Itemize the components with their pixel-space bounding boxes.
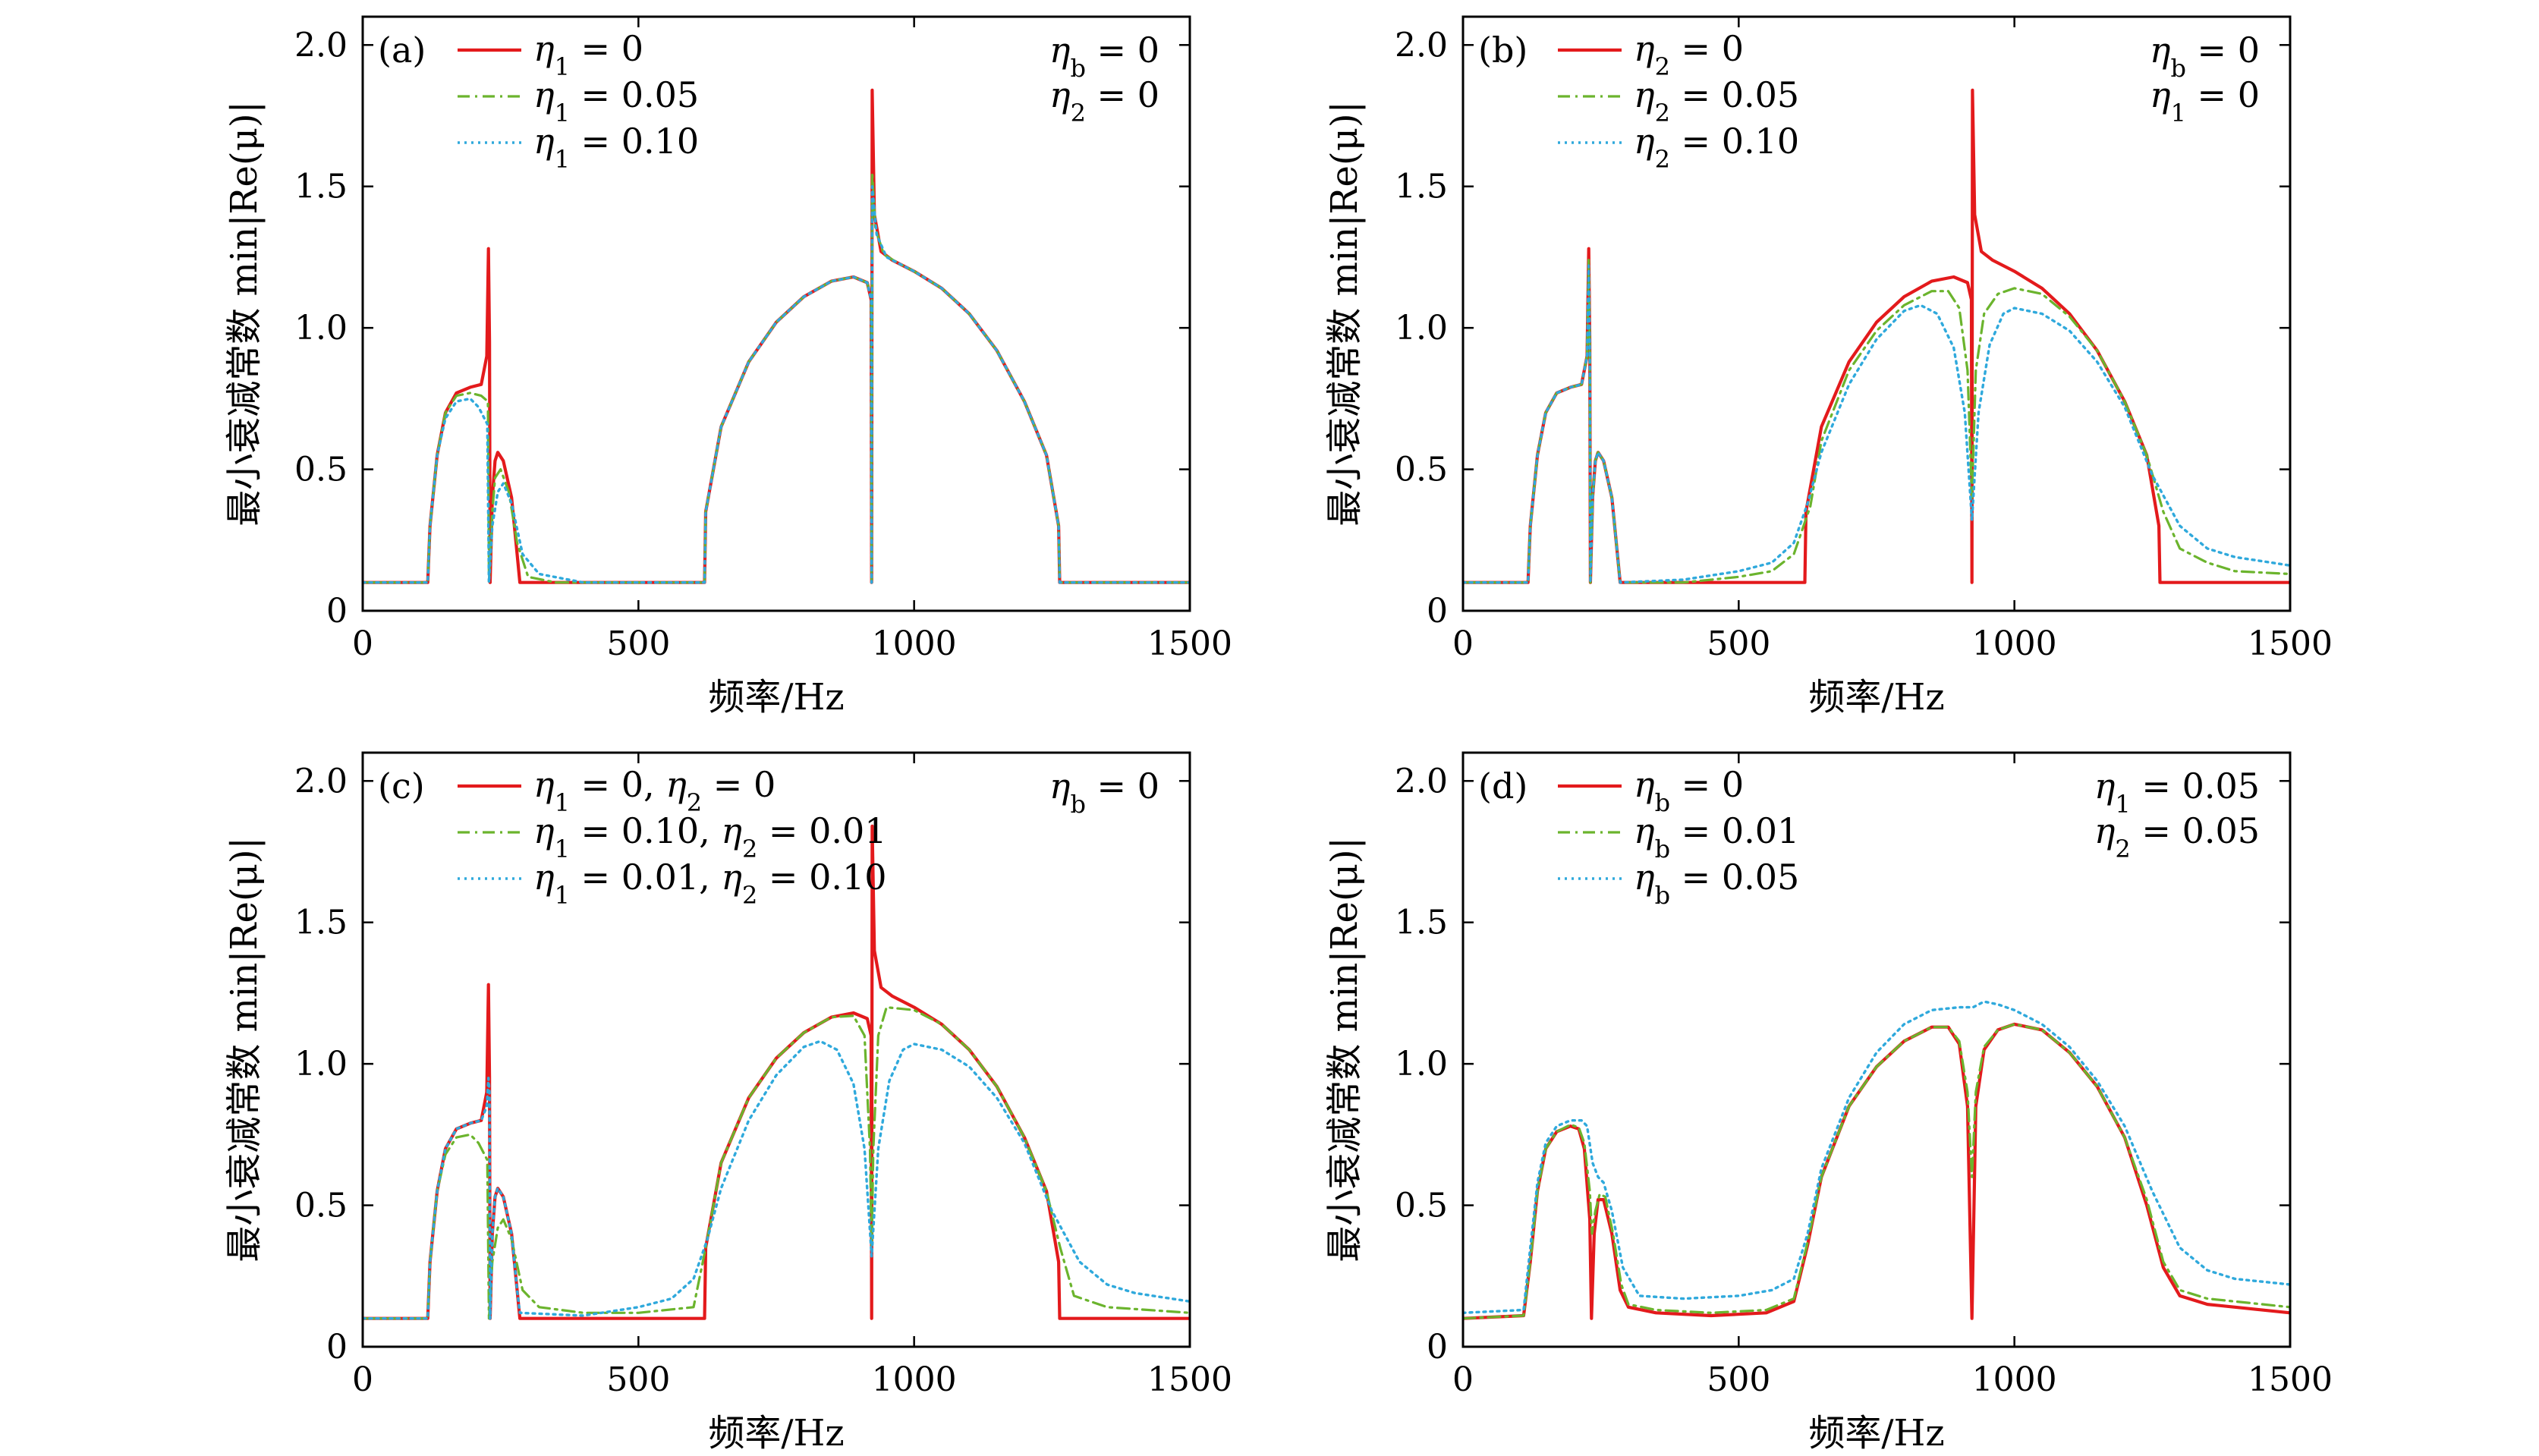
panel-c: 0 500 1000 1500 0 0.5 1.0 1.5 2.0 频率/Hz 最小衰减常数 min… (223, 751, 1232, 1454)
y-tick-label: 0 (326, 1328, 348, 1366)
legend-label-2: η1 = 0.05 (533, 74, 699, 127)
y-tick-label: 1.5 (1395, 904, 1448, 942)
x-tick-label: 500 (606, 624, 670, 663)
x-tick-label: 500 (1707, 624, 1770, 663)
x-tick-label: 500 (606, 1360, 670, 1399)
series-line-1 (363, 824, 1190, 1320)
x-axis-label: 频率/Hz (1808, 1412, 1944, 1454)
legend-label-3: η1 = 0.10 (533, 121, 699, 174)
panel-a: 0 500 1000 1500 0 0.5 1.0 1.5 2.0 频率/Hz 最小衰减常数 min… (223, 15, 1232, 719)
x-tick-label: 500 (1707, 1360, 1770, 1399)
y-tick-label: 2.0 (294, 26, 348, 64)
legend-label-1: η1 = 0 (533, 28, 643, 81)
y-tick-label: 0 (1427, 592, 1448, 631)
x-axis-label: 频率/Hz (708, 1412, 844, 1454)
axes-frame (1461, 15, 2292, 612)
panel-annotation-2: η2 = 0 (1049, 74, 1159, 127)
y-tick-label: 0 (1427, 1328, 1448, 1366)
x-tick-label: 0 (352, 624, 373, 663)
y-tick-label: 1.5 (294, 904, 348, 942)
x-tick-label: 1500 (2248, 624, 2333, 663)
y-tick-label: 0.5 (1395, 451, 1448, 489)
y-tick-label: 0.5 (294, 1187, 348, 1225)
y-tick-label: 0 (326, 592, 348, 631)
axes-frame (361, 15, 1191, 612)
x-tick-label: 1500 (1147, 1360, 1232, 1399)
legend-label-2: η1 = 0.10, η2 = 0.01 (533, 810, 887, 863)
y-tick-label: 1.0 (294, 309, 348, 347)
legend-label-2: η2 = 0.05 (1634, 74, 1799, 127)
panel-annotation-1: ηb = 0 (1049, 766, 1159, 819)
legend-label-3: η2 = 0.10 (1634, 121, 1799, 174)
y-tick-label: 1.0 (1395, 1045, 1448, 1083)
series-line-2 (1463, 259, 2290, 584)
y-tick-label: 0.5 (1395, 1187, 1448, 1225)
series-line-3 (1463, 264, 2290, 584)
series-line-3 (363, 185, 1190, 584)
x-tick-label: 0 (1452, 624, 1474, 663)
panel-tag: (b) (1478, 30, 1527, 71)
legend-label-3: ηb = 0.05 (1634, 857, 1799, 910)
legend-label-3: η1 = 0.01, η2 = 0.10 (533, 857, 887, 910)
panel-tag: (a) (378, 30, 426, 71)
y-tick-label: 2.0 (294, 762, 348, 800)
legend-label-1: ηb = 0 (1634, 764, 1744, 817)
y-axis-label: 最小衰减常数 min|Re(μ)| (1323, 101, 1366, 527)
series-line-1 (363, 88, 1190, 584)
x-axis-label: 频率/Hz (1808, 676, 1944, 719)
series-line-2 (1463, 1023, 2290, 1320)
legend-label-1: η2 = 0 (1634, 28, 1744, 81)
x-tick-label: 1000 (872, 624, 957, 663)
y-tick-label: 1.0 (294, 1045, 348, 1083)
legend-label-2: ηb = 0.01 (1634, 810, 1799, 863)
y-tick-label: 1.5 (294, 168, 348, 206)
y-tick-label: 0.5 (294, 451, 348, 489)
axes-frame (1461, 751, 2292, 1348)
x-tick-label: 1500 (2248, 1360, 2333, 1399)
panel-annotation-2: η1 = 0 (2150, 74, 2260, 127)
x-tick-label: 0 (352, 1360, 373, 1399)
y-tick-label: 2.0 (1395, 762, 1448, 800)
panel-annotation-1: ηb = 0 (2150, 30, 2260, 83)
y-tick-label: 1.5 (1395, 168, 1448, 206)
series-line-2 (363, 171, 1190, 584)
panel-annotation-2: η2 = 0.05 (2094, 810, 2260, 863)
y-axis-label: 最小衰减常数 min|Re(μ)| (223, 837, 266, 1263)
series-line-2 (363, 1006, 1190, 1320)
x-tick-label: 1500 (1147, 624, 1232, 663)
panel-b: 0 500 1000 1500 0 0.5 1.0 1.5 2.0 频率/Hz 最小衰减常数 min… (1323, 15, 2333, 719)
y-tick-label: 2.0 (1395, 26, 1448, 64)
series-line-3 (1463, 1000, 2290, 1314)
x-tick-label: 1000 (1972, 624, 2057, 663)
panel-tag: (c) (378, 766, 425, 807)
x-axis-label: 频率/Hz (708, 676, 844, 719)
panel-annotation-1: ηb = 0 (1049, 30, 1159, 83)
axes-frame (361, 751, 1191, 1348)
legend-label-1: η1 = 0, η2 = 0 (533, 764, 776, 817)
panel-annotation-1: η1 = 0.05 (2094, 766, 2260, 819)
y-axis-label: 最小衰减常数 min|Re(μ)| (223, 101, 266, 527)
series-line-3 (363, 1039, 1190, 1320)
x-tick-label: 0 (1452, 1360, 1474, 1399)
y-axis-label: 最小衰减常数 min|Re(μ)| (1323, 837, 1366, 1263)
x-tick-label: 1000 (1972, 1360, 2057, 1399)
panel-tag: (d) (1478, 766, 1527, 807)
y-tick-label: 1.0 (1395, 309, 1448, 347)
x-tick-label: 1000 (872, 1360, 957, 1399)
panel-d: 0 500 1000 1500 0 0.5 1.0 1.5 2.0 频率/Hz 最小衰减常数 min… (1323, 751, 2333, 1454)
